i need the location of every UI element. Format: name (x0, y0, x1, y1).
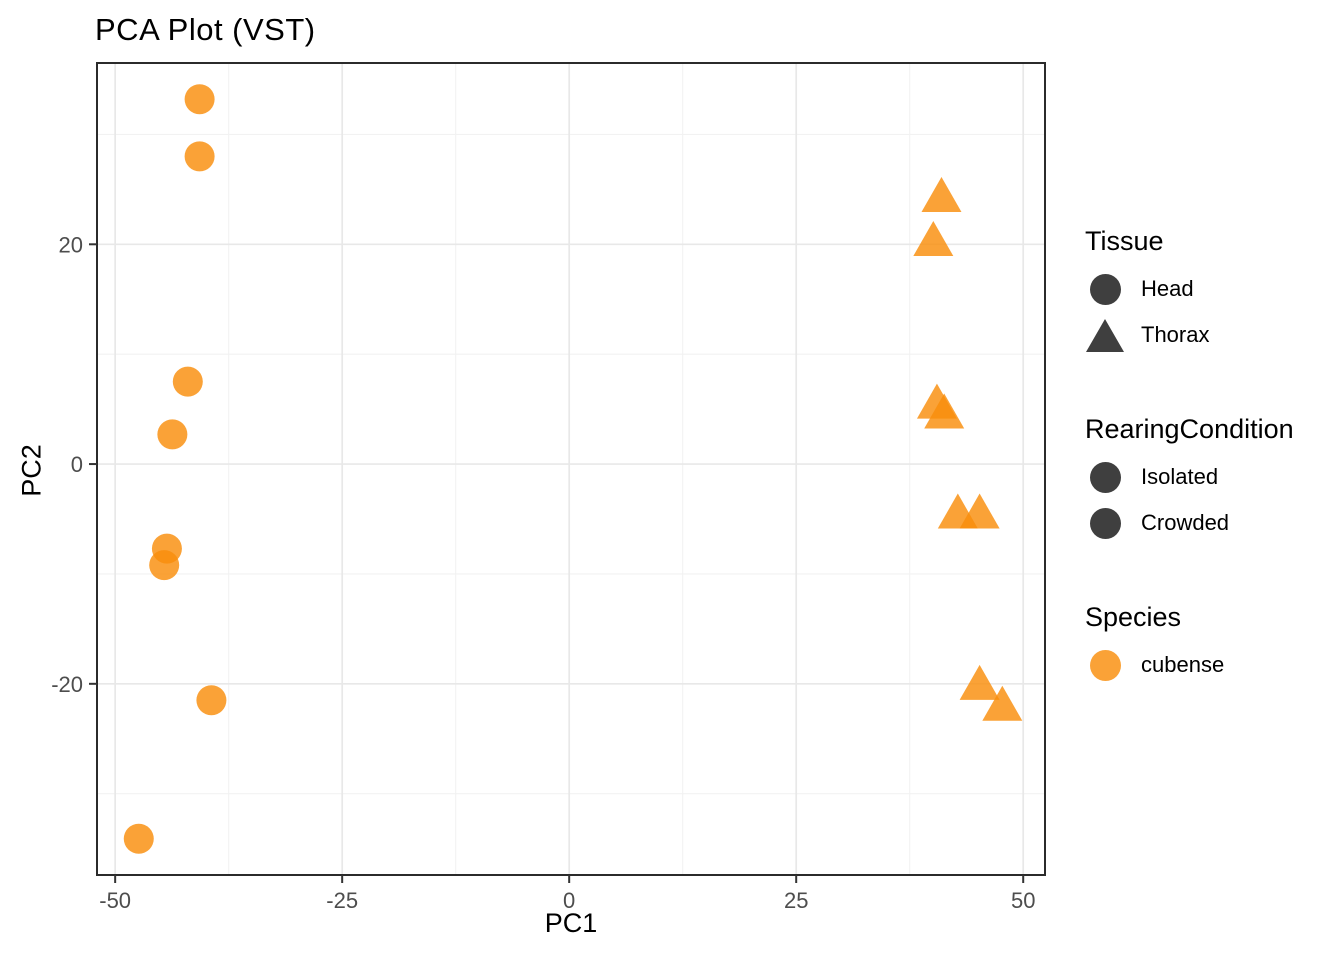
data-point-circle (184, 141, 215, 172)
panel-background (97, 63, 1045, 875)
cubense-circle-icon (1085, 645, 1125, 685)
legend-label-crowded: Crowded (1141, 510, 1230, 535)
legend-label-thorax: Thorax (1141, 322, 1210, 347)
legend-item-cubense: cubense (1085, 642, 1335, 688)
data-point-circle (172, 366, 203, 397)
data-point-triangle (982, 685, 1023, 721)
legend-label-cubense: cubense (1141, 652, 1225, 677)
chart-title: PCA Plot (VST) (95, 12, 316, 47)
x-tick-label: 0 (563, 888, 575, 913)
legend-label-isolated: Isolated (1141, 464, 1219, 489)
legend-group-tissue: Tissue Head Thorax (1085, 226, 1335, 358)
data-point-circle (196, 685, 227, 716)
legend-group-rearing-condition: RearingCondition Isolated Crowded (1085, 414, 1335, 546)
legend-item-isolated: Isolated (1085, 454, 1335, 500)
crowded-circle-icon (1085, 503, 1125, 543)
data-point-circle (123, 823, 154, 854)
x-tick-label: -50 (99, 888, 131, 913)
legend-label-head: Head (1141, 276, 1194, 301)
legend-item-head: Head (1085, 266, 1335, 312)
legend-title-rearing-condition: RearingCondition (1085, 414, 1294, 444)
y-tick-label: 20 (59, 232, 83, 257)
data-point-triangle (913, 221, 954, 257)
data-point-triangle (959, 493, 1000, 529)
legend-title-species: Species (1085, 602, 1182, 632)
legend-item-crowded: Crowded (1085, 500, 1335, 546)
x-tick-label: -25 (326, 888, 358, 913)
data-point-triangle (924, 393, 965, 429)
isolated-circle-icon (1085, 457, 1125, 497)
y-tick-label: 0 (71, 452, 83, 477)
data-point-triangle (959, 664, 1000, 700)
data-point-circle (149, 550, 180, 581)
data-point-triangle (921, 177, 962, 213)
thorax-triangle-icon (1085, 315, 1125, 355)
panel-border (96, 62, 1046, 876)
legend-title-tissue: Tissue (1085, 226, 1164, 256)
x-tick-label: 50 (1011, 888, 1035, 913)
y-axis-label: PC2 (16, 444, 47, 497)
legend: Tissue Head Thorax RearingCondition Isol… (1085, 226, 1335, 744)
legend-group-species: Species cubense (1085, 602, 1335, 688)
y-tick-label: -20 (51, 672, 83, 697)
x-tick-label: 25 (784, 888, 808, 913)
data-point-circle (184, 84, 215, 115)
x-axis-label: PC1 (544, 908, 598, 938)
head-circle-icon (1085, 269, 1125, 309)
data-point-circle (157, 419, 188, 450)
legend-item-thorax: Thorax (1085, 312, 1335, 358)
